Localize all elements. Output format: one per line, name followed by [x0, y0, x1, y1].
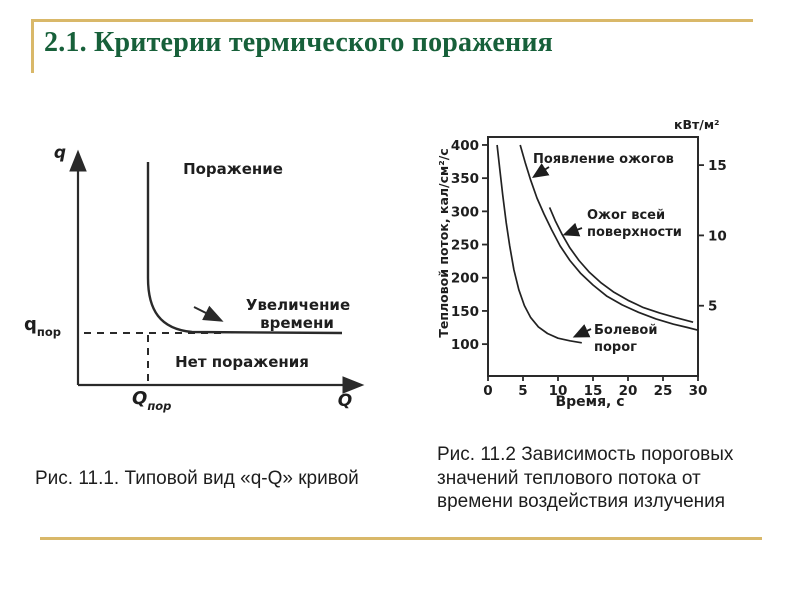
y-tick-label: 350	[451, 171, 479, 187]
pain-threshold-label-line2: порог	[594, 340, 637, 355]
slide-title: 2.1. Критерии термического поражения	[44, 27, 554, 58]
y-axis-title: Тепловой поток, кал/см²/с	[436, 148, 451, 337]
q-threshold-label: qпор	[24, 314, 61, 339]
y-ticks-left-group: 100 150 200 250 300 350 400	[451, 138, 488, 353]
bottom-accent-rule	[40, 537, 762, 540]
Q-threshold-label: Qпор	[132, 388, 171, 413]
top-accent-rule	[33, 19, 753, 22]
figure-threshold-chart: 0 5 10 15 20 25 30 100 150 200 250 300 350 400 5 10 15…	[436, 117, 727, 410]
x-axis-label: Q	[338, 391, 352, 411]
y-tick-label: 250	[451, 238, 479, 254]
right-y-tick-label: 10	[708, 228, 727, 244]
x-tick-label: 30	[689, 383, 708, 399]
x-tick-label: 5	[518, 383, 527, 399]
no-damage-region-label: Нет поражения	[175, 353, 309, 371]
time-increase-label-line1: Увеличение	[246, 296, 350, 314]
left-accent-rule	[31, 19, 34, 73]
x-tick-label: 10	[549, 383, 568, 399]
y-tick-label: 150	[451, 304, 479, 320]
burns-onset-arrow-icon	[531, 163, 550, 178]
y-tick-label: 200	[451, 271, 479, 287]
x-tick-label: 25	[654, 383, 673, 399]
y-tick-label: 400	[451, 138, 479, 154]
right-axis-title: кВт/м²	[674, 117, 720, 132]
x-tick-label: 15	[584, 383, 603, 399]
plot-frame	[487, 136, 699, 377]
time-increase-label-line2: времени	[260, 314, 334, 332]
y-tick-label: 300	[451, 204, 479, 220]
y-ticks-right-group: 5 10 15	[698, 158, 727, 315]
y-tick-label: 100	[451, 337, 479, 353]
curve-2	[548, 207, 694, 324]
full-burn-arrow-icon	[562, 222, 583, 237]
curve-0	[496, 144, 582, 344]
x-tick-label: 0	[483, 383, 492, 399]
right-y-tick-label: 15	[708, 158, 727, 174]
fig2-caption: Рис. 11.2 Зависимость пороговых значений…	[437, 444, 734, 512]
x-ticks-group: 0 5 10 15 20 25 30	[483, 376, 707, 399]
figure-qQ-diagram: q Q Поражение Увеличение времени Нет пор…	[24, 143, 365, 413]
burns-onset-label: Появление ожогов	[533, 152, 674, 167]
damage-region-label: Поражение	[183, 160, 283, 178]
curve-1	[519, 144, 699, 332]
y-axis-label: q	[54, 143, 66, 163]
curves-group	[496, 144, 699, 344]
right-y-tick-label: 5	[708, 299, 717, 315]
full-burn-label-line1: Ожог всей	[587, 208, 665, 223]
x-axis-title: Время, с	[555, 394, 624, 410]
qQ-curve	[146, 162, 343, 335]
x-tick-label: 20	[619, 383, 638, 399]
pain-threshold-label-line1: Болевой	[594, 323, 657, 338]
pain-threshold-arrow-icon	[572, 324, 592, 338]
full-burn-label-line2: поверхности	[587, 225, 682, 240]
fig1-caption: Рис. 11.1. Типовой вид «q-Q» кривой	[35, 468, 359, 489]
direction-arrow-icon	[193, 305, 224, 322]
